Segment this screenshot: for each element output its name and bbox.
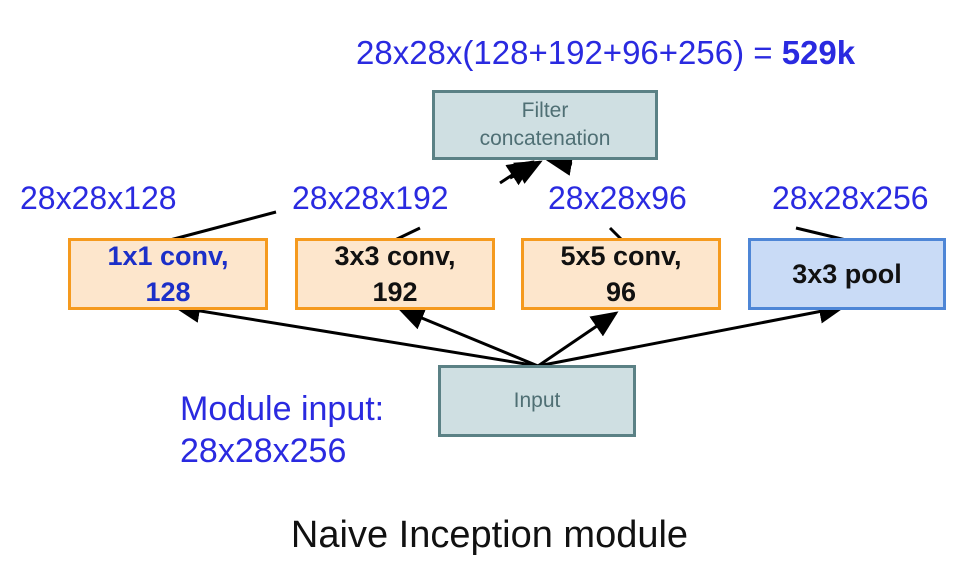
arrow-to-concat-b xyxy=(509,160,543,184)
conv-5x5-line1: 5x5 conv, xyxy=(560,241,682,271)
input-box: Input xyxy=(438,365,636,437)
arrow-to-concat-c xyxy=(545,152,574,176)
conv-1x1-box: 1x1 conv, 128 xyxy=(68,238,268,310)
line-conv1-to-concat xyxy=(169,210,277,242)
module-input-label: Module input: 28x28x256 xyxy=(180,388,384,472)
concat-line1: Filter xyxy=(521,99,569,122)
formula-result: 529k xyxy=(781,34,856,71)
arrow-input-to-pool xyxy=(537,299,846,368)
dim-label-pool: 28x28x256 xyxy=(772,180,929,216)
arrow-input-to-conv1 xyxy=(173,299,539,368)
conv-5x5-line2: 96 xyxy=(605,277,637,307)
dim-label-conv1: 28x28x128 xyxy=(20,180,177,216)
input-box-label: Input xyxy=(513,389,561,412)
filter-concatenation-box: Filter concatenation xyxy=(432,90,658,160)
module-input-line1: Module input: xyxy=(180,390,385,428)
arrow-input-to-conv5 xyxy=(537,311,619,368)
arrow-input-to-conv3 xyxy=(397,307,539,368)
pool-3x3-label: 3x3 pool xyxy=(792,258,902,289)
conv-1x1-line1: 1x1 conv, xyxy=(107,241,229,271)
pool-3x3-box: 3x3 pool xyxy=(748,238,946,310)
conv-1x1-line2: 128 xyxy=(145,277,191,307)
output-size-formula: 28x28x(128+192+96+256) = 529k xyxy=(356,34,855,72)
formula-prefix: 28x28x(128+192+96+256) = xyxy=(356,34,782,71)
concat-line2: concatenation xyxy=(479,127,611,150)
conv-3x3-line1: 3x3 conv, xyxy=(334,241,456,271)
dim-label-conv3: 28x28x192 xyxy=(292,180,449,216)
diagram-caption: Naive Inception module xyxy=(290,514,689,556)
conv-3x3-box: 3x3 conv, 192 xyxy=(295,238,495,310)
module-input-line2: 28x28x256 xyxy=(180,432,347,470)
conv-3x3-line2: 192 xyxy=(372,277,418,307)
dim-label-conv5: 28x28x96 xyxy=(548,180,687,216)
conv-5x5-box: 5x5 conv, 96 xyxy=(521,238,721,310)
arrow-to-concat-a xyxy=(499,160,535,186)
